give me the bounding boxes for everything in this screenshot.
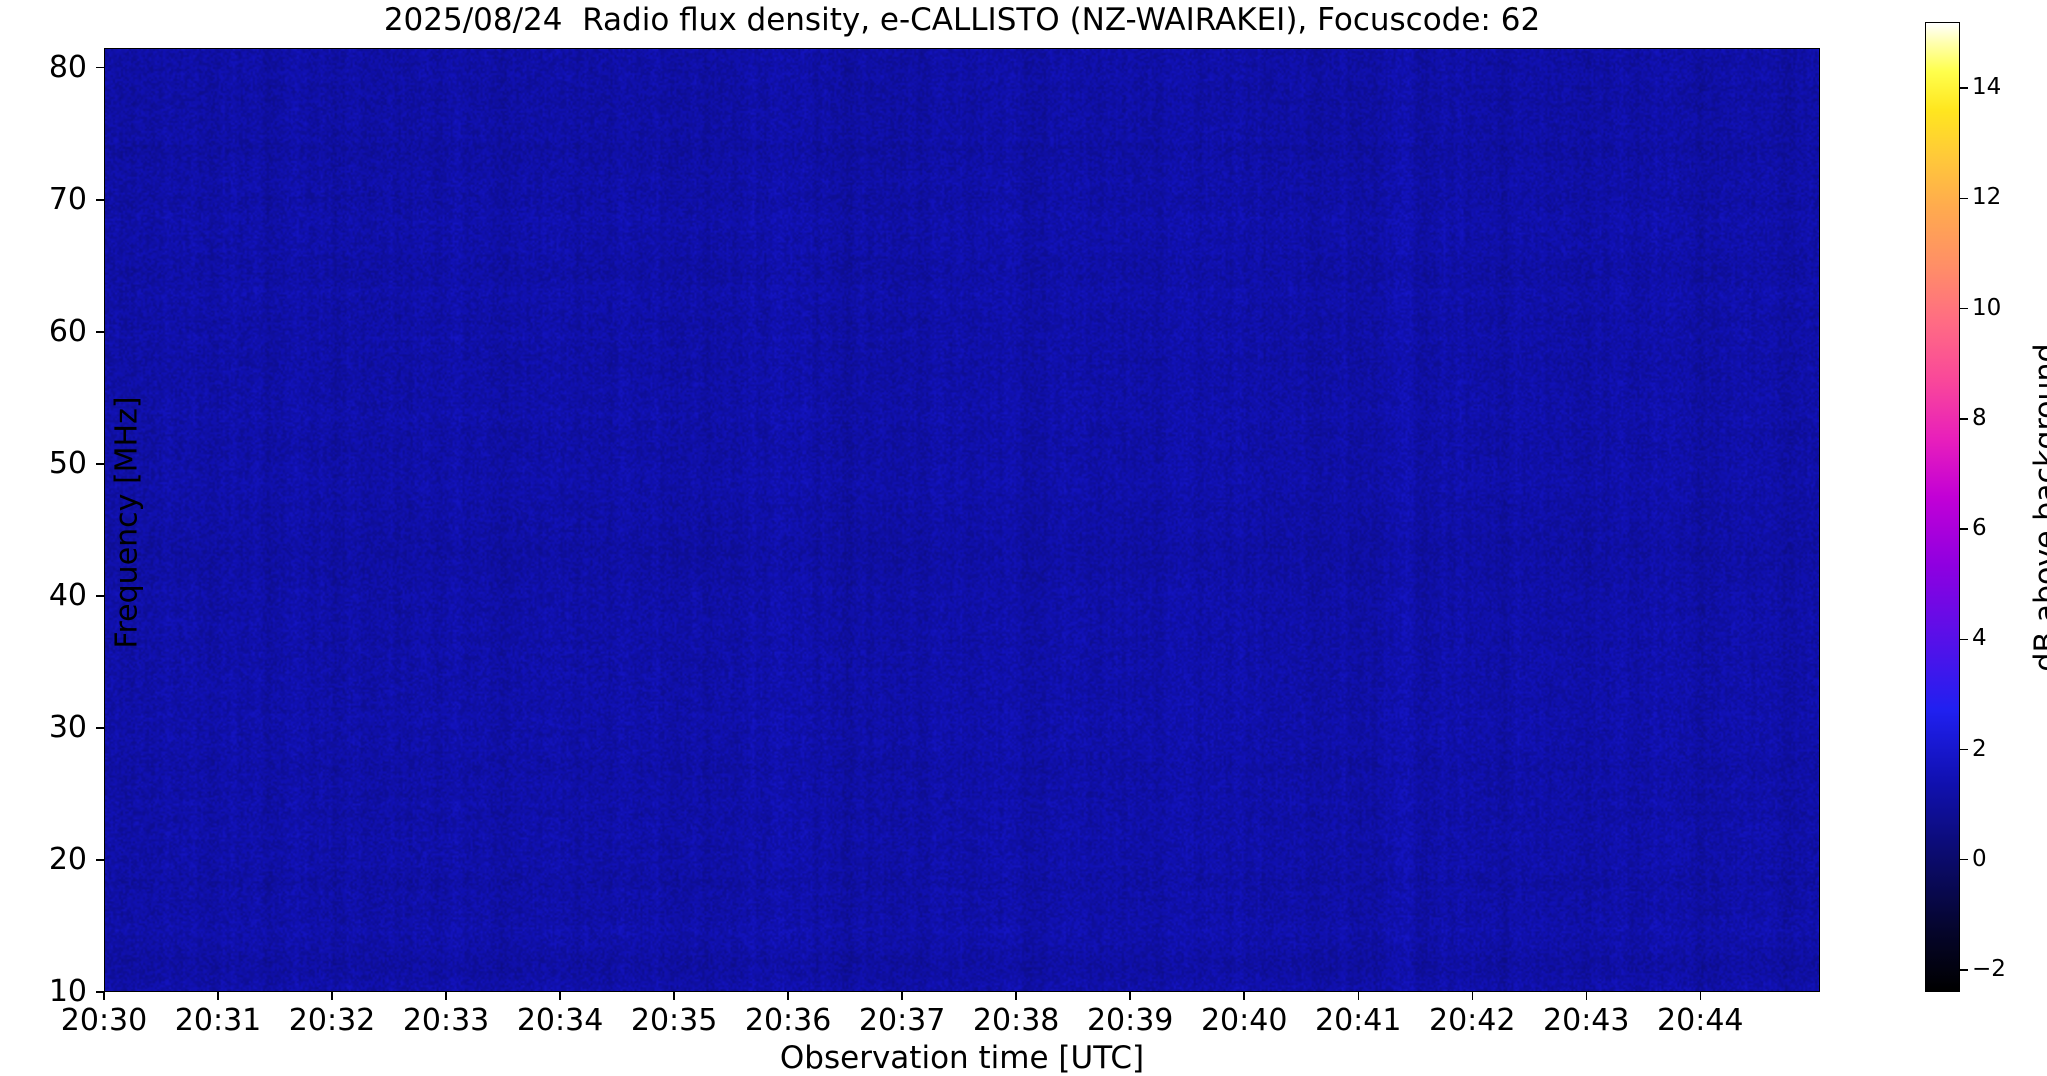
- x-axis-tick-label: 20:32: [289, 1004, 375, 1038]
- x-axis-tick-mark: [1700, 992, 1701, 1000]
- x-axis-tick-mark: [103, 992, 104, 1000]
- colorbar-tick-mark: [1960, 749, 1968, 750]
- page-title: 2025/08/24 Radio flux density, e-CALLIST…: [104, 2, 1820, 38]
- x-axis-tick-label: 20:39: [1087, 1004, 1173, 1038]
- colorbar-tick-mark: [1960, 528, 1968, 529]
- x-axis-label: Observation time [UTC]: [104, 1040, 1820, 1076]
- x-axis-tick-label: 20:42: [1429, 1004, 1515, 1038]
- y-axis-tick-mark: [96, 727, 104, 728]
- x-axis-tick-label: 20:37: [859, 1004, 945, 1038]
- colorbar-tick-mark: [1960, 969, 1968, 970]
- colorbar-tick-label: 12: [1972, 186, 2001, 209]
- y-axis-tick-mark: [96, 463, 104, 464]
- x-axis-tick-mark: [331, 992, 332, 1000]
- colorbar-tick-mark: [1960, 198, 1968, 199]
- y-axis-tick-label: 60: [49, 317, 87, 347]
- x-axis-tick-mark: [787, 992, 788, 1000]
- colorbar-label: dB above background: [2029, 178, 2047, 838]
- y-axis-tick-mark: [96, 331, 104, 332]
- colorbar-tick-label: 2: [1972, 738, 1987, 761]
- colorbar-tick-mark: [1960, 418, 1968, 419]
- colorbar-tick-label: 14: [1972, 76, 2001, 99]
- x-axis-tick-mark: [673, 992, 674, 1000]
- y-axis-tick-mark: [96, 859, 104, 860]
- x-axis-tick-mark: [1015, 992, 1016, 1000]
- x-axis-tick-mark: [1358, 992, 1359, 1000]
- y-axis-tick-label: 50: [49, 449, 87, 479]
- colorbar-tick-mark: [1960, 308, 1968, 309]
- x-axis-tick-mark: [901, 992, 902, 1000]
- x-axis-tick-label: 20:40: [1201, 1004, 1287, 1038]
- x-axis-tick-mark: [1129, 992, 1130, 1000]
- spectrogram-plot-area[interactable]: [104, 48, 1820, 992]
- x-axis-tick-label: 20:30: [61, 1004, 147, 1038]
- colorbar-tick-mark: [1960, 87, 1968, 88]
- y-axis-tick-label: 40: [49, 581, 87, 611]
- x-axis-tick-label: 20:38: [973, 1004, 1059, 1038]
- colorbar-tick-label: 4: [1972, 627, 1987, 650]
- y-axis-tick-label: 20: [49, 845, 87, 875]
- colorbar-tick-label: 0: [1972, 848, 1987, 871]
- colorbar-tick-label: 10: [1972, 297, 2001, 320]
- colorbar-tick-label: 6: [1972, 517, 1987, 540]
- x-axis-tick-label: 20:34: [517, 1004, 603, 1038]
- x-axis-tick-mark: [445, 992, 446, 1000]
- x-axis-tick-mark: [1586, 992, 1587, 1000]
- spectrogram-image: [105, 49, 1819, 991]
- colorbar-tick-mark: [1960, 859, 1968, 860]
- x-axis-tick-label: 20:43: [1543, 1004, 1629, 1038]
- y-axis-tick-label: 30: [49, 713, 87, 743]
- y-axis-tick-mark: [96, 67, 104, 68]
- colorbar[interactable]: [1925, 22, 1960, 992]
- x-axis-tick-label: 20:44: [1657, 1004, 1743, 1038]
- y-axis-tick-label: 10: [49, 977, 87, 1007]
- x-axis-tick-mark: [559, 992, 560, 1000]
- x-axis-tick-label: 20:35: [631, 1004, 717, 1038]
- x-axis-tick-label: 20:31: [175, 1004, 261, 1038]
- x-axis-tick-label: 20:33: [403, 1004, 489, 1038]
- x-axis-tick-mark: [1472, 992, 1473, 1000]
- colorbar-tick-label: −2: [1972, 958, 2006, 981]
- x-axis-tick-label: 20:36: [745, 1004, 831, 1038]
- x-axis-tick-label: 20:41: [1315, 1004, 1401, 1038]
- y-axis-tick-mark: [96, 199, 104, 200]
- x-axis-tick-mark: [217, 992, 218, 1000]
- colorbar-tick-label: 8: [1972, 407, 1987, 430]
- y-axis-tick-label: 80: [49, 53, 87, 83]
- y-axis-label: Frequency [MHz]: [110, 51, 145, 995]
- y-axis-tick-label: 70: [49, 185, 87, 215]
- y-axis-tick-mark: [96, 991, 104, 992]
- y-axis-tick-mark: [96, 595, 104, 596]
- colorbar-tick-mark: [1960, 639, 1968, 640]
- x-axis-tick-mark: [1243, 992, 1244, 1000]
